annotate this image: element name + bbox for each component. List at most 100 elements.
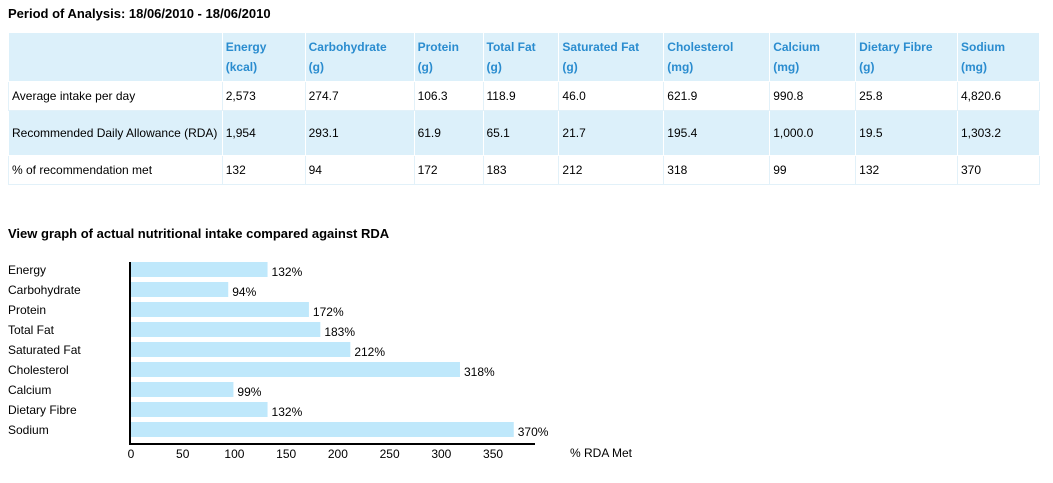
col-header: Saturated Fat (g) <box>558 32 665 82</box>
category-label: Calcium <box>8 383 51 397</box>
table-cell: 183 <box>482 155 560 185</box>
x-tick-label: 350 <box>483 447 503 461</box>
table-cell: 118.9 <box>482 81 560 111</box>
col-unit: (mg) <box>961 60 987 74</box>
row-label: Average intake per day <box>8 81 223 111</box>
row-label: % of recommendation met <box>8 155 223 185</box>
table-cell: 132 <box>855 155 958 185</box>
col-unit: (mg) <box>667 60 694 74</box>
table-row: Average intake per day 2,573 274.7 106.3… <box>8 81 1040 111</box>
table-cell: 99 <box>769 155 857 185</box>
col-unit: (mg) <box>773 60 800 74</box>
table-cell: 990.8 <box>769 81 857 111</box>
col-name: Cholesterol <box>667 40 734 54</box>
table-cell: 370 <box>957 155 1040 185</box>
table-cell: 293.1 <box>304 110 415 156</box>
col-name: Calcium <box>773 40 820 54</box>
category-label: Energy <box>8 263 46 277</box>
value-label: 318% <box>464 365 495 379</box>
col-name: Protein <box>417 40 459 54</box>
bar <box>131 342 351 357</box>
x-tick-label: 250 <box>380 447 400 461</box>
col-unit: (g) <box>859 60 875 74</box>
value-label: 183% <box>324 325 355 339</box>
col-header: Total Fat (g) <box>482 32 560 82</box>
table-header-row: Energy (kcal) Carbohydrate (g) Protein (g) … <box>8 32 1040 82</box>
value-label: 132% <box>272 265 303 279</box>
table-cell: 1,954 <box>221 110 306 156</box>
table-cell: 1,000.0 <box>769 110 857 156</box>
col-name: Total Fat <box>486 40 536 54</box>
table-cell: 2,573 <box>221 81 306 111</box>
col-name: Carbohydrate <box>308 40 387 54</box>
x-tick-label: 300 <box>431 447 451 461</box>
col-unit: (kcal) <box>225 60 258 74</box>
category-label: Carbohydrate <box>8 283 81 297</box>
period-of-analysis: Period of Analysis: 18/06/2010 - 18/06/2… <box>8 6 271 21</box>
col-name: Saturated Fat <box>562 40 640 54</box>
table-cell: 132 <box>221 155 306 185</box>
col-header: Energy (kcal) <box>221 32 306 82</box>
table-cell: 25.8 <box>855 81 958 111</box>
bar <box>131 402 268 417</box>
col-name: Energy <box>225 40 267 54</box>
table-cell: 1,303.2 <box>957 110 1040 156</box>
rda-bar-chart: Energy 132% Carbohydrate 94% Protein 172% Tota… <box>8 262 633 461</box>
header-empty <box>8 32 223 82</box>
row-label: Recommended Daily Allowance (RDA) <box>8 110 223 156</box>
table-cell: 94 <box>304 155 415 185</box>
x-tick-label: 100 <box>224 447 244 461</box>
category-label: Dietary Fibre <box>8 403 77 417</box>
table-cell: 46.0 <box>558 81 665 111</box>
col-header: Sodium (mg) <box>957 32 1040 82</box>
x-axis-label: % RDA Met <box>570 446 633 460</box>
table-cell: 21.7 <box>558 110 665 156</box>
col-unit: (g) <box>562 60 578 74</box>
col-name: Dietary Fibre <box>859 40 933 54</box>
category-label: Sodium <box>8 423 49 437</box>
table-cell: 19.5 <box>855 110 958 156</box>
value-label: 132% <box>272 405 303 419</box>
table-cell: 61.9 <box>413 110 484 156</box>
col-unit: (g) <box>417 60 433 74</box>
col-name: Sodium <box>961 40 1005 54</box>
bar <box>131 422 514 437</box>
x-tick-label: 0 <box>128 447 135 461</box>
value-label: 99% <box>237 385 261 399</box>
table-row: Recommended Daily Allowance (RDA) 1,954 … <box>8 110 1040 156</box>
bar <box>131 382 234 397</box>
col-header: Carbohydrate (g) <box>304 32 415 82</box>
table-cell: 274.7 <box>304 81 415 111</box>
bar <box>131 282 229 297</box>
table-cell: 195.4 <box>663 110 771 156</box>
table-cell: 65.1 <box>482 110 560 156</box>
table-cell: 621.9 <box>663 81 771 111</box>
col-header: Calcium (mg) <box>769 32 857 82</box>
table-cell: 106.3 <box>413 81 484 111</box>
nutrition-table: Energy (kcal) Carbohydrate (g) Protein (g) … <box>8 32 1040 185</box>
value-label: 212% <box>354 345 385 359</box>
category-label: Saturated Fat <box>8 343 81 357</box>
category-label: Cholesterol <box>8 363 69 377</box>
graph-title: View graph of actual nutritional intake … <box>8 226 390 241</box>
col-unit: (g) <box>486 60 502 74</box>
col-header: Cholesterol (mg) <box>663 32 771 82</box>
col-header: Protein (g) <box>413 32 484 82</box>
table-cell: 4,820.6 <box>957 81 1040 111</box>
table-cell: 318 <box>663 155 771 185</box>
value-label: 172% <box>313 305 344 319</box>
bar <box>131 262 268 277</box>
x-tick-label: 150 <box>276 447 296 461</box>
x-tick-label: 50 <box>176 447 190 461</box>
table-cell: 212 <box>558 155 665 185</box>
table-row: % of recommendation met 132 94 172 183 2… <box>8 155 1040 185</box>
value-label: 94% <box>232 285 256 299</box>
bar <box>131 362 460 377</box>
category-label: Total Fat <box>8 323 55 337</box>
bar <box>131 322 321 337</box>
col-unit: (g) <box>308 60 324 74</box>
col-header: Dietary Fibre (g) <box>855 32 958 82</box>
value-label: 370% <box>518 425 549 439</box>
x-tick-label: 200 <box>328 447 348 461</box>
category-label: Protein <box>8 303 46 317</box>
